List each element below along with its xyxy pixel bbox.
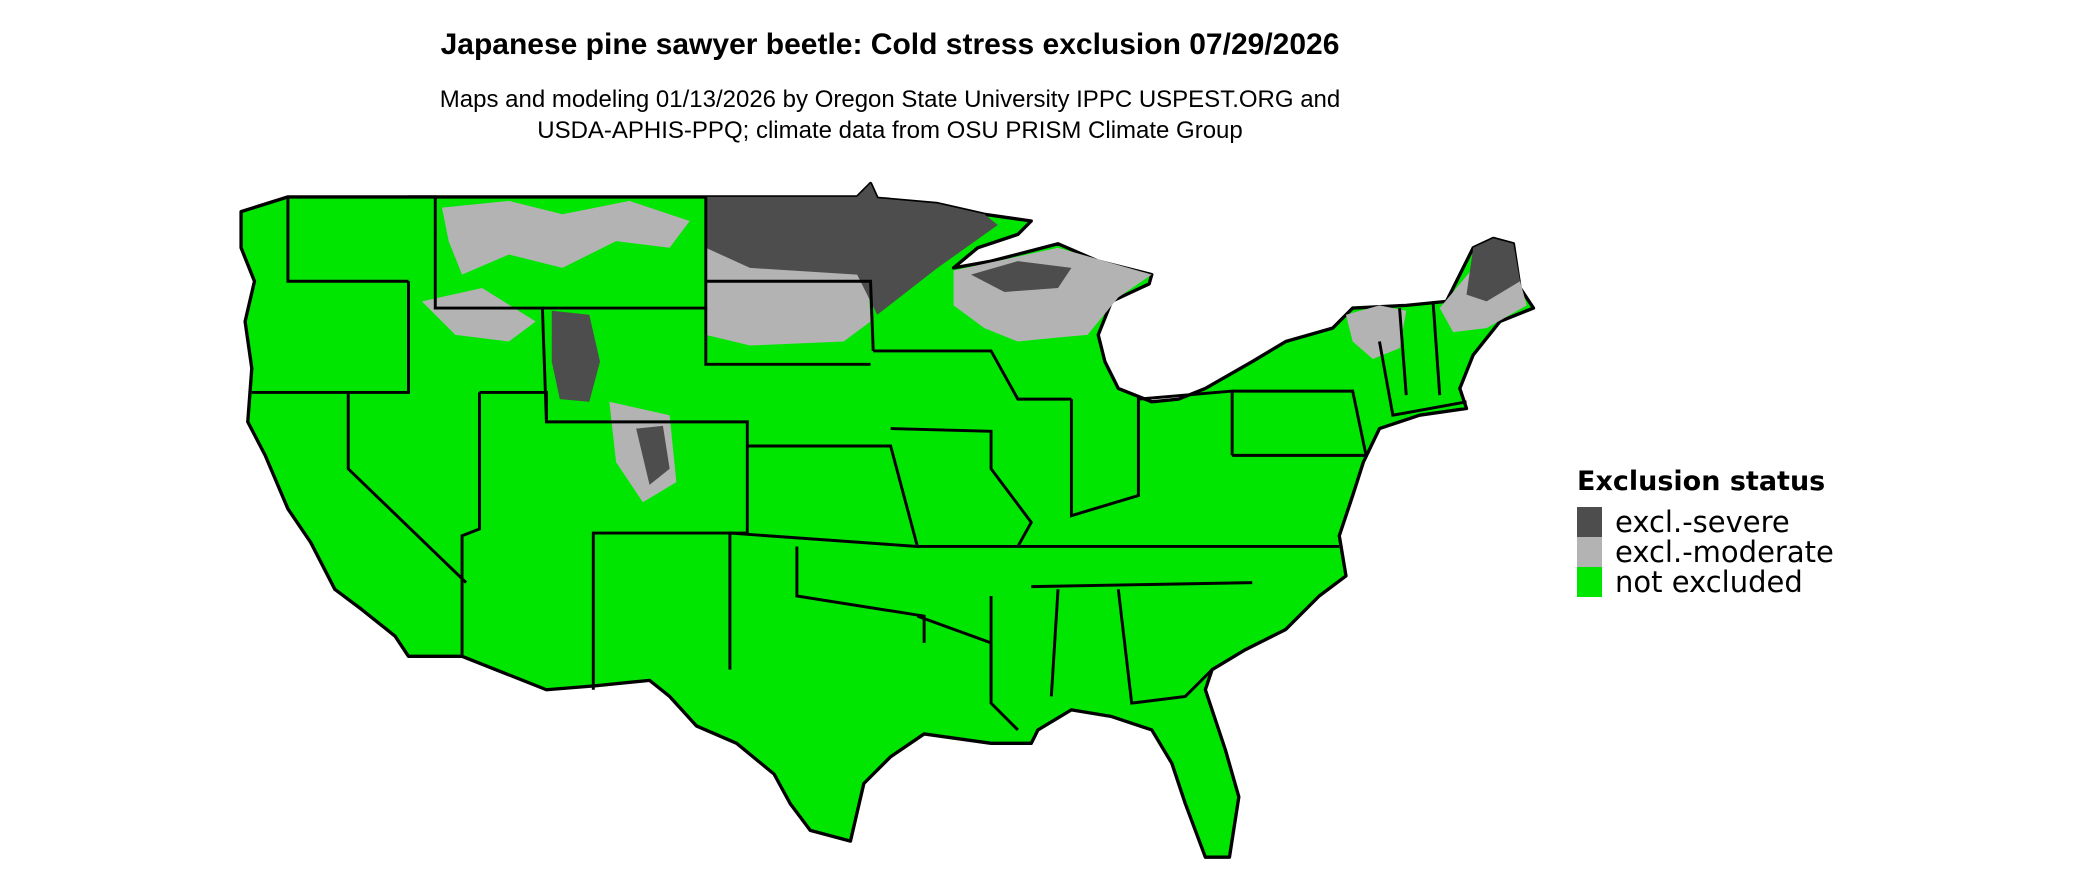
legend-item-moderate: excl.-moderate — [1577, 535, 1834, 569]
legend-label-moderate: excl.-moderate — [1615, 535, 1834, 569]
state-borders — [251, 195, 1467, 731]
map-title: Japanese pine sawyer beetle: Cold stress… — [440, 28, 1340, 61]
map-subtitle-line1: Maps and modeling 01/13/2026 by Oregon S… — [439, 86, 1341, 113]
legend-label-not-excluded: not excluded — [1615, 565, 1803, 599]
legend-item-not-excluded: not excluded — [1577, 565, 1834, 599]
legend: Exclusion status excl.-severe excl.-mode… — [1577, 466, 1834, 599]
legend-swatch-moderate — [1577, 537, 1602, 567]
map-subtitle-line2: USDA-APHIS-PPQ; climate data from OSU PR… — [537, 117, 1243, 144]
legend-title: Exclusion status — [1577, 466, 1826, 497]
legend-item-severe: excl.-severe — [1577, 505, 1834, 539]
legend-swatch-not-excluded — [1577, 567, 1602, 597]
legend-label-severe: excl.-severe — [1615, 505, 1790, 539]
excl-severe-areas — [551, 183, 1521, 485]
legend-swatch-severe — [1577, 507, 1602, 537]
